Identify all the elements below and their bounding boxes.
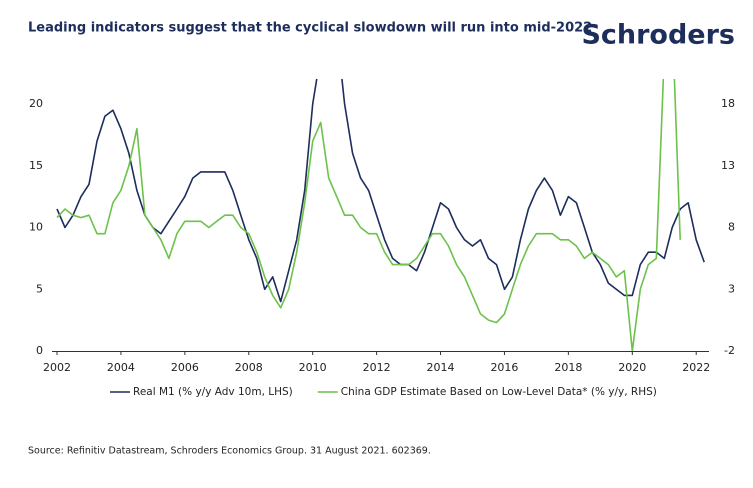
y-tick-label: 5 (36, 282, 43, 295)
x-tick-label: 2016 (490, 361, 518, 374)
y2-tick-label: -2 (724, 344, 735, 357)
logo: Schroders (581, 20, 735, 51)
x-tick-label: 2006 (171, 361, 199, 374)
x-tick-label: 2014 (427, 361, 455, 374)
legend-label: Real M1 (% y/y Adv 10m, LHS) (133, 386, 293, 398)
y-tick-label: 0 (36, 344, 43, 357)
x-tick-label: 2012 (363, 361, 391, 374)
x-tick-label: 2022 (682, 361, 710, 374)
y2-tick-label: 8 (728, 221, 735, 234)
y-tick-label: 10 (29, 221, 43, 234)
y2-tick-label: 18 (721, 97, 735, 110)
x-tick-label: 2002 (43, 361, 71, 374)
chart-title: Leading indicators suggest that the cycl… (28, 21, 592, 36)
footer: Source: Refinitiv Datastream, Schroders … (28, 446, 431, 457)
series-line (56, 79, 705, 303)
x-tick-label: 2018 (554, 361, 582, 374)
y2-tick-label: 3 (728, 282, 735, 295)
series-line (56, 79, 681, 352)
x-tick-label: 2010 (299, 361, 327, 374)
legend-label: China GDP Estimate Based on Low-Level Da… (341, 386, 657, 398)
x-tick-label: 2004 (107, 361, 135, 374)
x-tick-label: 2008 (235, 361, 263, 374)
y2-tick-label: 13 (721, 159, 735, 172)
x-tick-label: 2020 (618, 361, 646, 374)
y-tick-label: 15 (29, 159, 43, 172)
y-tick-label: 20 (29, 97, 43, 110)
plot-area (56, 79, 705, 352)
